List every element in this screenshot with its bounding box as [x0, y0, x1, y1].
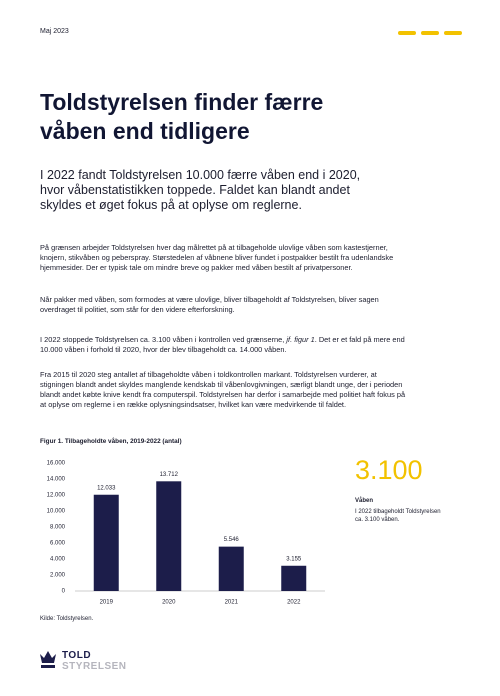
- source: Kilde: Toldstyrelsen.: [40, 616, 94, 622]
- y-tick-label: 4.000: [50, 557, 66, 563]
- highlight-text: I 2022 tilbageholdt Toldstyrelsen ca. 3.…: [355, 509, 441, 523]
- bar: [218, 546, 244, 591]
- date: Maj 2023: [40, 28, 69, 35]
- title-line: våben end tidligere: [40, 118, 250, 144]
- x-tick-label: 2022: [287, 600, 301, 606]
- x-tick-label: 2019: [100, 600, 114, 606]
- value-label: 3.155: [286, 556, 302, 562]
- decor-dash: [444, 31, 462, 35]
- logo-line2: STYRELSEN: [62, 661, 127, 672]
- y-tick-label: 12.000: [47, 493, 66, 499]
- y-tick-label: 16.000: [47, 461, 66, 467]
- y-tick-label: 2.000: [50, 573, 66, 579]
- paragraph: Når pakker med våben, som formodes at væ…: [40, 295, 379, 314]
- chart: 0 2.000 4.000 6.000 8.000 10.000 12.000 14.000 1…: [47, 461, 325, 606]
- bar: [93, 494, 119, 591]
- y-tick-label: 8.000: [50, 525, 66, 531]
- figure-caption: Figur 1. Tilbageholdte våben, 2019-2022 …: [40, 438, 182, 445]
- text: I 2022 stoppede Toldstyrelsen ca. 3.100 …: [40, 335, 287, 344]
- x-tick-label: 2020: [162, 600, 176, 606]
- bar: [156, 481, 182, 591]
- text: . Det er et fald på mere end 10.000 våbe…: [40, 335, 405, 354]
- y-tick-label: 14.000: [47, 477, 66, 483]
- logo-crown: [40, 651, 56, 668]
- title-line: Toldstyrelsen finder færre: [40, 89, 324, 115]
- paragraph: Fra 2015 til 2020 steg antallet af tilba…: [40, 370, 406, 409]
- highlight-label: Våben: [355, 498, 374, 504]
- value-label: 5.546: [224, 537, 240, 543]
- y-tick-label: 0: [62, 589, 66, 595]
- value-label: 13.712: [160, 472, 179, 478]
- y-tick-label: 6.000: [50, 541, 66, 547]
- x-tick-label: 2021: [225, 600, 239, 606]
- paragraph: På grænsen arbejder Toldstyrelsen hver d…: [40, 243, 394, 272]
- paragraph: I 2022 stoppede Toldstyrelsen ca. 3.100 …: [40, 335, 410, 355]
- title: Toldstyrelsen finder færre våben end tid…: [40, 88, 323, 146]
- highlight-number: 3.100: [355, 455, 423, 485]
- reference: jf. figur 1: [286, 335, 315, 344]
- y-tick-label: 10.000: [47, 509, 66, 515]
- logo-line1: TOLD: [62, 650, 92, 661]
- decor-dash: [398, 31, 416, 35]
- lead: I 2022 fandt Toldstyrelsen 10.000 færre …: [40, 168, 361, 212]
- value-label: 12.033: [97, 485, 116, 491]
- decor-dash: [421, 31, 439, 35]
- bar: [281, 565, 307, 591]
